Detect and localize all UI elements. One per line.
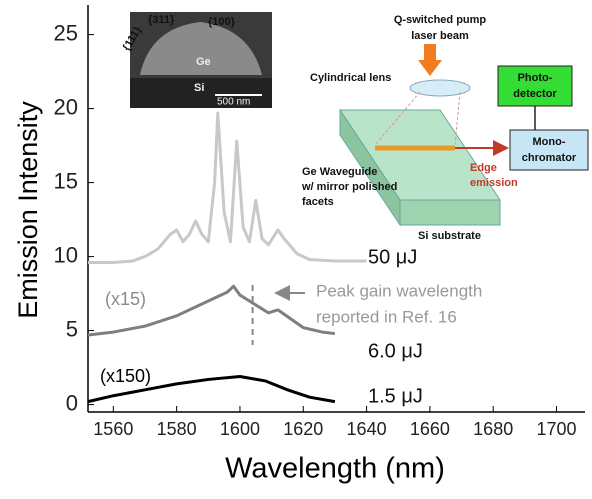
setup-label: detector (513, 88, 557, 100)
series-line (87, 284, 336, 337)
series-label: 50 μJ (368, 246, 417, 268)
setup-inset (339, 44, 589, 227)
x-tick-label: 1660 (410, 419, 450, 439)
sem-label: Ge (196, 56, 211, 68)
note: Peak gain wavelength (316, 281, 482, 300)
x-tick-label: 1620 (283, 419, 323, 439)
setup-label: Edge (470, 162, 497, 174)
setup-label: Ge Waveguide (302, 166, 377, 178)
x-tick-label: 1640 (347, 419, 387, 439)
note: reported in Ref. 16 (316, 307, 457, 326)
scale-label: (x150) (100, 366, 151, 386)
x-tick-label: 1600 (220, 419, 260, 439)
y-tick-label: 5 (66, 316, 78, 341)
facet: {100} (208, 16, 236, 28)
setup-label: Cylindrical lens (310, 72, 391, 84)
series-label: 6.0 μJ (368, 340, 423, 362)
y-tick-label: 25 (54, 20, 78, 45)
y-tick-label: 15 (54, 168, 78, 193)
setup-label: facets (302, 196, 334, 208)
setup-label: emission (470, 177, 518, 189)
x-tick-label: 1700 (536, 419, 576, 439)
setup-label: Photo- (518, 72, 553, 84)
y-tick-label: 0 (66, 390, 78, 415)
facet: {311} (148, 14, 175, 26)
setup-label: Mono- (533, 136, 566, 148)
y-tick-label: 10 (54, 242, 78, 267)
x-tick-label: 1680 (473, 419, 513, 439)
setup-label: laser beam (411, 30, 469, 42)
setup-label: Q-switched pump (394, 14, 487, 26)
x-tick-label: 1580 (157, 419, 197, 439)
setup-label: w/ mirror polished (301, 181, 397, 193)
series-label: 1.5 μJ (368, 385, 423, 407)
x-axis-title: Wavelength (nm) (225, 453, 445, 485)
series-line (88, 111, 367, 265)
scale-label: (x15) (105, 289, 146, 309)
setup-label: chromator (522, 152, 577, 164)
sem-label: Si (194, 82, 204, 94)
series-line (87, 374, 336, 404)
setup-label: Si substrate (418, 230, 481, 242)
x-tick-label: 1560 (93, 419, 133, 439)
sem-inset: {100} {111} {311} Ge Si 500 nm (121, 12, 272, 108)
scale-label: 500 nm (217, 97, 250, 108)
y-tick-label: 20 (54, 94, 78, 119)
y-axis-title: Emission Intensity (13, 101, 43, 319)
